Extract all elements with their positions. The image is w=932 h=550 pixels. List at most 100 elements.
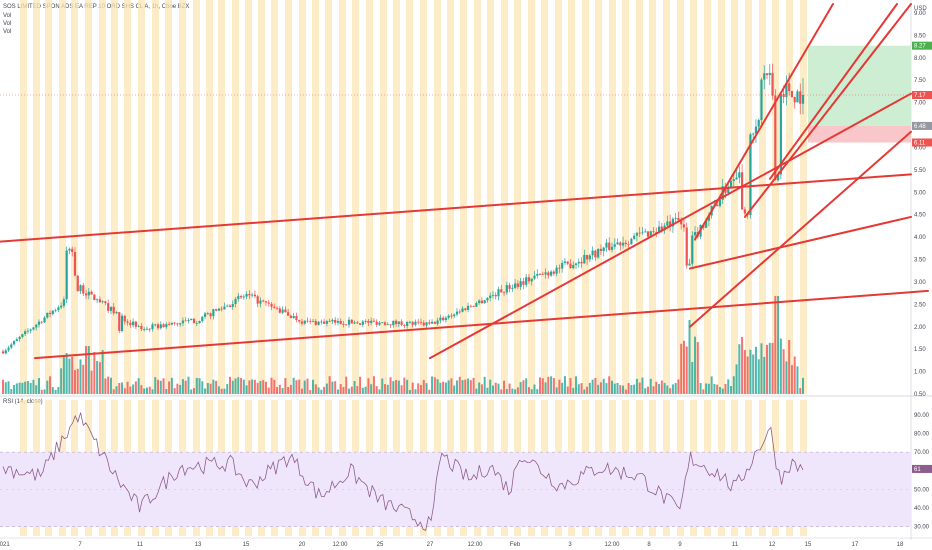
volume-bar [680,343,683,394]
volume-bar [677,379,680,394]
session-band-price [366,0,373,394]
candle-body [644,231,647,233]
candle-body [716,204,719,207]
candle-body [569,263,572,269]
candle-body [450,315,453,317]
session-band-price [677,0,684,394]
candle-body [1,351,5,354]
rsi-line [2,412,804,531]
candle-body [228,305,232,307]
volume-bar [115,386,118,394]
rsi-tick-label: 80.00 [914,432,930,438]
candle-body [73,251,77,276]
volume-bar [702,389,705,394]
volume-bar [644,388,647,394]
volume-indicator-label-1: Vol [3,13,12,19]
price-tick-label: 9.00 [914,11,926,17]
candle-body [123,315,126,322]
candle-body [669,221,672,227]
volume-bar [389,377,392,394]
price-tick-label: 8.00 [914,56,926,62]
price-tick-label: 4.00 [914,235,926,241]
candle-body [143,329,146,330]
price-tick-label: 6.00 [914,145,926,151]
volume-bar [226,384,229,394]
last-price-tag-bg [912,91,932,99]
candle-body [375,321,378,325]
volume-bar [743,350,746,394]
candle-body [48,312,52,315]
volume-bar [170,377,173,394]
volume-bar [151,389,154,394]
candle-body [613,244,616,247]
volume-bar [442,381,445,394]
volume-bar [145,387,148,394]
session-band-price [152,0,159,394]
session-band-price [772,0,779,394]
candle-body [494,294,497,297]
volume-bar [411,382,414,394]
volume-bar [79,359,82,394]
candle-body [514,283,517,288]
volume-bar [483,376,486,394]
volume-bar [121,382,124,394]
volume-bar [519,382,522,394]
volume-bar [669,388,672,394]
candle-body [298,320,301,322]
volume-bar [494,382,497,394]
candle-body [782,94,785,97]
candle-body [765,73,769,76]
volume-bar [730,386,733,394]
volume-bar [386,384,389,394]
volume-bar [287,386,290,394]
volume-bar [21,382,24,394]
candle-body [627,244,630,245]
stop-price-tag: 6.11 [914,141,926,147]
candle-body [433,321,436,324]
candle-body [93,294,96,301]
candle-body [328,321,331,322]
candle-body [705,220,708,228]
candle-body [145,328,149,330]
volume-bar [572,387,575,394]
candle-body [491,294,495,296]
volume-bar [514,389,517,394]
volume-bar [799,388,802,394]
volume-bar [527,387,530,394]
candle-body [325,321,328,324]
candle-body [140,326,143,330]
time-tick-label: 12:00 [332,542,348,548]
session-band-price [111,0,118,394]
volume-bar [168,381,171,394]
candle-body [608,242,611,250]
candle-body [394,320,398,324]
volume-bar [184,380,187,394]
candle-body [15,339,18,341]
volume-bar [262,380,265,394]
volume-bar [264,381,267,394]
candle-body [444,317,448,321]
volume-bar [173,388,176,394]
session-band-price [193,0,200,394]
volume-bar [46,380,49,394]
time-tick-label: 9 [678,542,682,548]
volume-bar [732,376,735,394]
volume-bar [608,376,611,394]
volume-bar [212,379,215,394]
volume-bar [544,382,547,394]
candle-body [372,320,376,322]
volume-bar [278,384,281,394]
rsi-tick-label: 30.00 [914,525,930,531]
volume-bar [685,346,688,394]
candle-body [624,242,627,245]
candle-body [583,255,586,264]
volume-bar [458,376,461,394]
candle-body [519,281,522,287]
volume-bar [26,381,29,394]
candle-body [555,267,558,274]
candle-body [115,312,118,314]
candle-body [234,298,237,305]
time-tick-label: 13 [195,542,202,548]
volume-bar [577,384,580,394]
